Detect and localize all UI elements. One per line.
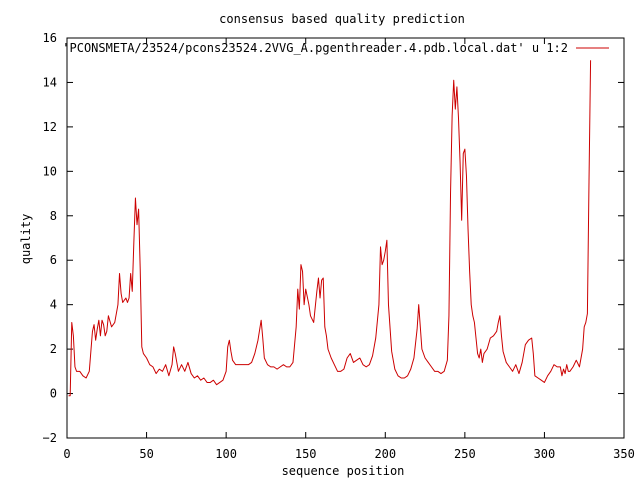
y-tick-label: 10 — [43, 164, 57, 178]
series-group — [68, 60, 592, 397]
x-tick-label: 250 — [454, 447, 476, 461]
x-axis-label: sequence position — [282, 464, 405, 478]
x-tick-label: 150 — [295, 447, 317, 461]
plot-frame — [66, 37, 625, 439]
x-tick-label: 0 — [63, 447, 70, 461]
legend: 'PCONSMETA/23524/pcons23524.2VVG_A.pgent… — [62, 41, 609, 55]
x-axis: 0 50 100 150 200 250 300 350 — [63, 38, 635, 461]
y-tick-label: 0 — [50, 387, 57, 401]
y-tick-label: 14 — [43, 75, 57, 89]
x-tick-label: 50 — [139, 447, 153, 461]
y-tick-label: 12 — [43, 120, 57, 134]
chart-title: consensus based quality prediction — [219, 12, 465, 26]
legend-label: 'PCONSMETA/23524/pcons23524.2VVG_A.pgent… — [62, 41, 568, 55]
y-axis: −2 0 2 4 6 8 10 12 14 16 — [43, 31, 624, 445]
y-tick-label: 4 — [50, 298, 57, 312]
y-tick-label: 8 — [50, 209, 57, 223]
x-tick-label: 100 — [215, 447, 237, 461]
y-tick-label: −2 — [43, 431, 57, 445]
y-tick-label: 16 — [43, 31, 57, 45]
x-tick-label: 200 — [374, 447, 396, 461]
x-tick-label: 300 — [534, 447, 556, 461]
y-tick-label: 6 — [50, 253, 57, 267]
y-axis-label: quality — [19, 214, 33, 265]
x-tick-label: 350 — [613, 447, 635, 461]
series-line-0 — [68, 60, 592, 397]
y-tick-label: 2 — [50, 342, 57, 356]
